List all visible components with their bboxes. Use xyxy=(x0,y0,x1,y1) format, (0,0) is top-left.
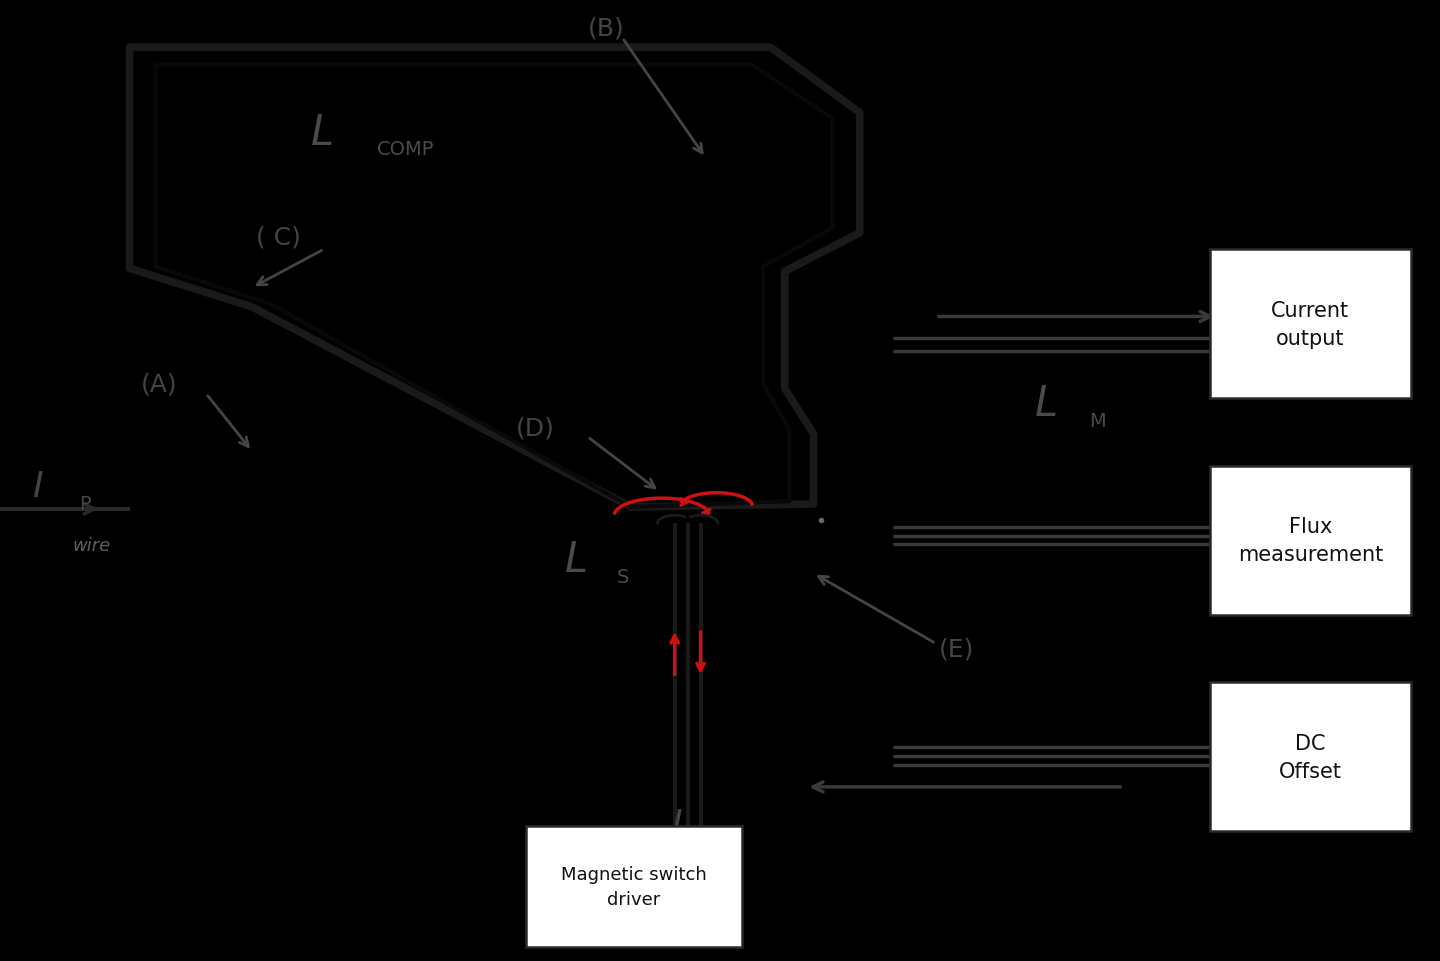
Text: $\it{L}$: $\it{L}$ xyxy=(1034,382,1057,425)
Text: wire: wire xyxy=(72,537,111,554)
Text: COMP: COMP xyxy=(377,139,435,159)
Text: (B): (B) xyxy=(588,17,625,40)
Text: Magnetic switch
driver: Magnetic switch driver xyxy=(560,865,707,908)
Text: Flux
measurement: Flux measurement xyxy=(1238,517,1382,564)
FancyBboxPatch shape xyxy=(1210,682,1411,831)
Text: P: P xyxy=(79,494,91,513)
Text: $\it{L}$: $\it{L}$ xyxy=(564,538,588,580)
Text: $\it{I}$: $\it{I}$ xyxy=(671,807,683,842)
Text: (A): (A) xyxy=(141,373,177,396)
Text: S: S xyxy=(717,832,730,851)
Text: DC
Offset: DC Offset xyxy=(1279,733,1342,780)
Text: (E): (E) xyxy=(939,637,975,660)
FancyBboxPatch shape xyxy=(1210,466,1411,615)
FancyBboxPatch shape xyxy=(1210,250,1411,399)
Text: S: S xyxy=(616,567,629,586)
Text: ( C): ( C) xyxy=(256,226,301,249)
Text: (D): (D) xyxy=(516,416,554,439)
FancyBboxPatch shape xyxy=(526,826,742,947)
Text: Current
output: Current output xyxy=(1272,301,1349,348)
Text: M: M xyxy=(1089,411,1106,431)
Text: $\it{L}$: $\it{L}$ xyxy=(310,111,333,154)
Text: $\it{I}$: $\it{I}$ xyxy=(32,469,43,504)
